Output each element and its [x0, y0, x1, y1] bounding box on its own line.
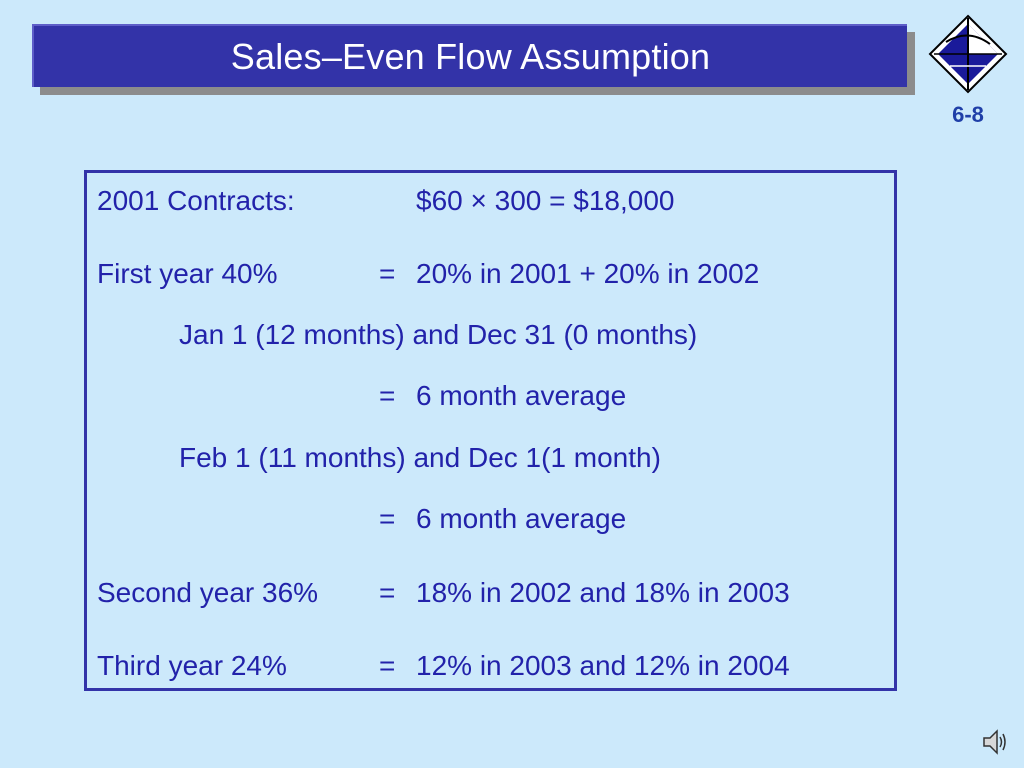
content-box: 2001 Contracts: $60 × 300 = $18,000 Firs… — [84, 170, 897, 691]
title-bar: Sales–Even Flow Assumption — [32, 24, 907, 87]
diamond-logo-icon — [928, 14, 1008, 94]
jan-note: Jan 1 (12 months) and Dec 31 (0 months) — [179, 319, 698, 350]
second-year-value: 18% in 2002 and 18% in 2003 — [416, 577, 790, 608]
third-year-value: 12% in 2003 and 12% in 2004 — [416, 650, 790, 681]
slide-title: Sales–Even Flow Assumption — [230, 35, 711, 77]
first-year-value: 20% in 2001 + 20% in 2002 — [416, 258, 760, 289]
second-year-equals: = — [379, 577, 396, 608]
feb-result-equals: = — [379, 503, 396, 534]
first-year-label: First year 40% — [97, 258, 278, 289]
slide-number: 6-8 — [952, 102, 984, 127]
first-year-equals: = — [379, 258, 396, 289]
contracts-value: $60 × 300 = $18,000 — [416, 185, 675, 216]
feb-result-value: 6 month average — [416, 503, 627, 534]
third-year-label: Third year 24% — [97, 650, 287, 681]
jan-result-value: 6 month average — [416, 380, 627, 411]
contracts-label: 2001 Contracts: — [97, 185, 295, 216]
third-year-equals: = — [379, 650, 396, 681]
feb-note: Feb 1 (11 months) and Dec 1(1 month) — [179, 442, 661, 473]
jan-result-equals: = — [379, 380, 396, 411]
speaker-icon[interactable] — [982, 728, 1008, 756]
second-year-label: Second year 36% — [97, 577, 319, 608]
